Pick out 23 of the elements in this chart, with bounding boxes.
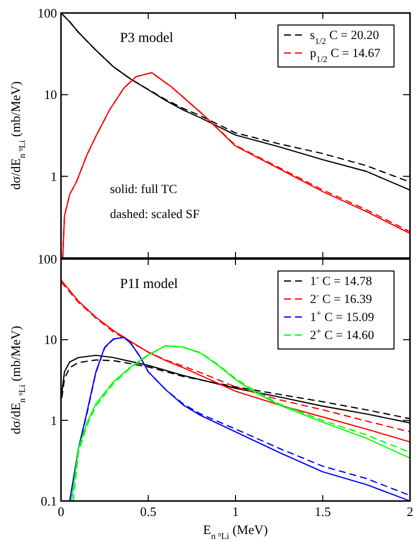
annotation: P3 model bbox=[120, 31, 174, 46]
x-tick-label: 1.5 bbox=[314, 504, 331, 519]
x-axis-title: E$_{n ⁹Li}$ (MeV) bbox=[203, 522, 268, 541]
x-tick-label: 0.5 bbox=[140, 504, 156, 519]
legend-label: s$_{1/2}$ C = 20.20 bbox=[310, 28, 379, 46]
y-tick-label: 1 bbox=[50, 412, 57, 428]
y-tick-label: 100 bbox=[38, 6, 57, 20]
legend-label: 1$^{+}$ C = 15.09 bbox=[310, 308, 374, 324]
y-tick-label: 100 bbox=[38, 252, 57, 266]
legend-label: 2$^{+}$ C = 14.60 bbox=[310, 326, 374, 342]
y-tick-label: 10 bbox=[44, 332, 57, 348]
legend-label: 1$^{-}$ C = 14.78 bbox=[310, 272, 372, 288]
x-tick-label: 0 bbox=[58, 504, 64, 519]
x-tick-label: 1 bbox=[232, 504, 239, 519]
legend-label: 2$^{-}$ C = 16.39 bbox=[310, 290, 372, 306]
x-tick-label: 2 bbox=[406, 504, 414, 519]
annotation: P1I model bbox=[120, 277, 178, 292]
y-tick-label: 1 bbox=[50, 168, 57, 184]
y-tick-label: 0.1 bbox=[40, 494, 57, 508]
annotation: dashed: scaled SF bbox=[110, 207, 200, 221]
annotation: solid: full TC bbox=[110, 182, 178, 196]
legend-label: p$_{1/2}$ C = 14.67 bbox=[310, 46, 380, 64]
y-tick-label: 10 bbox=[44, 87, 57, 102]
